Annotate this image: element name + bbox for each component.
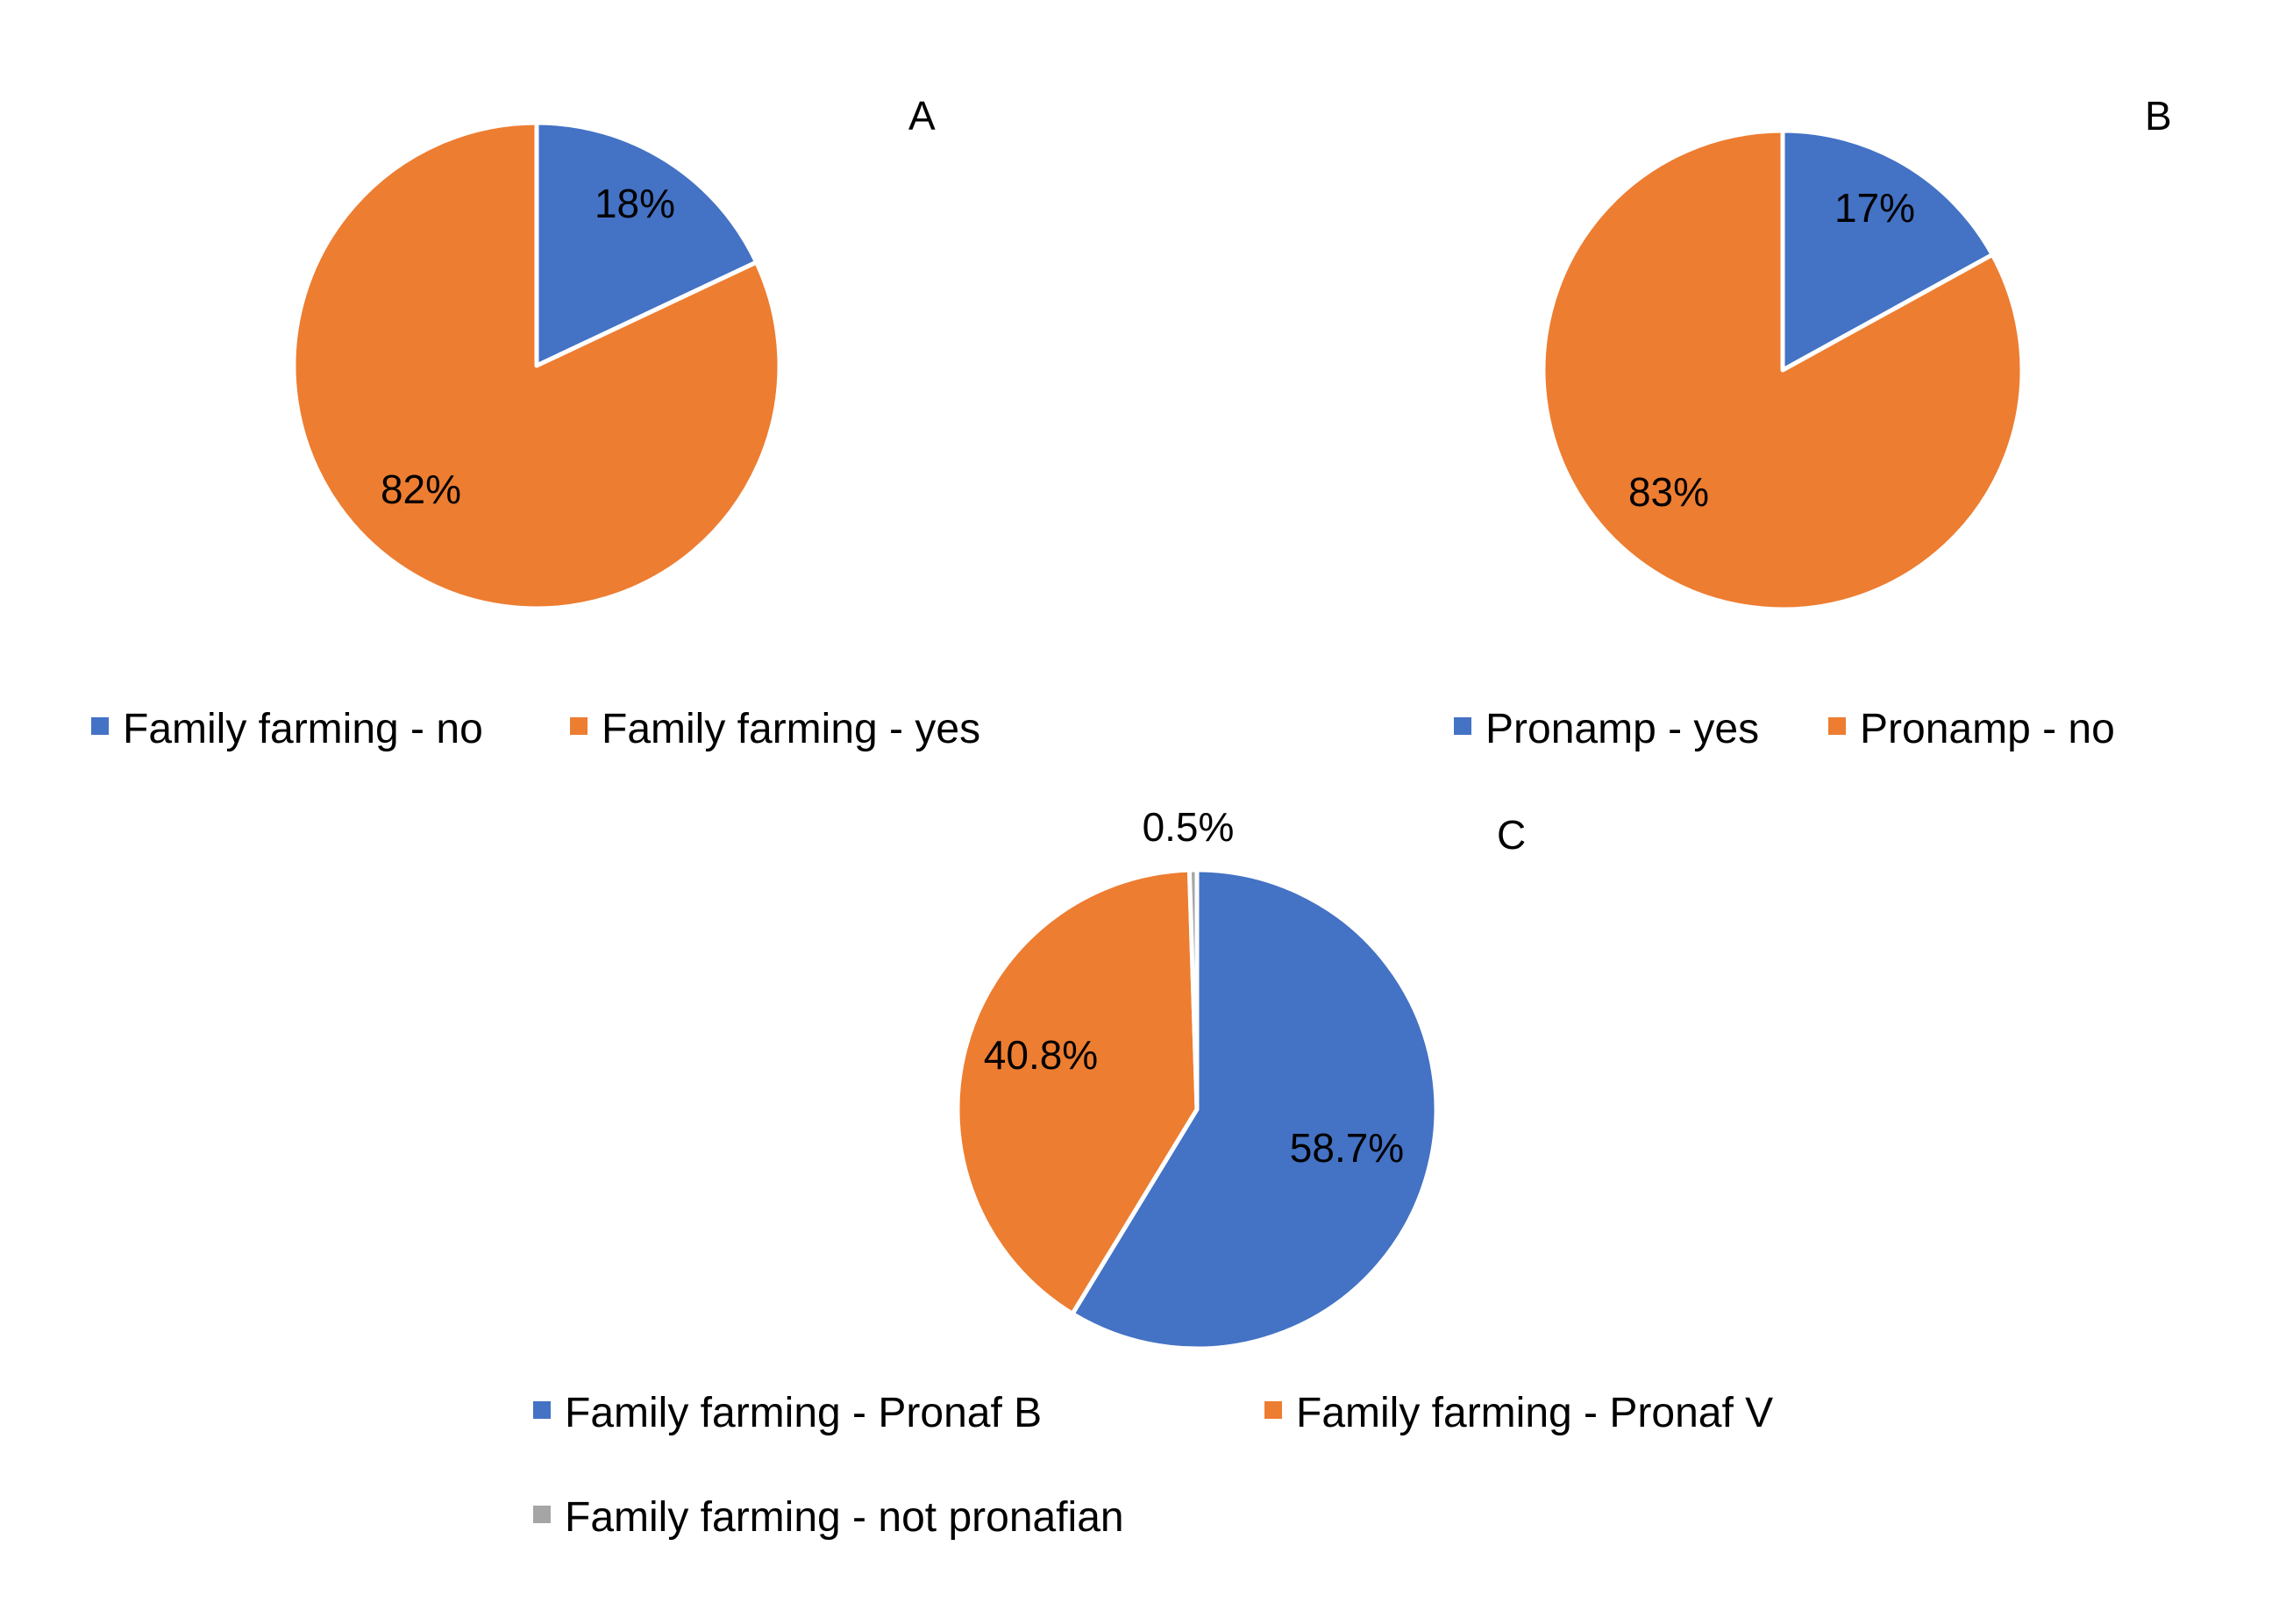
panel-letter: B <box>2145 93 2172 139</box>
legend-swatch <box>91 717 109 735</box>
legend-swatch <box>1454 717 1471 735</box>
pie-panel-c: C 58.7% Family farming - Pronaf B 40.8% Fami… <box>533 804 1773 1541</box>
pie-panel-a: A 18% Family farming - no 82% Family farming… <box>91 93 980 752</box>
legend-label: Family farming - yes <box>602 706 980 752</box>
pie-panel-b: B 17% Pronamp - yes 83% Pronamp - no <box>1454 93 2172 752</box>
legend-label: Family farming - Pronaf V <box>1296 1390 1773 1436</box>
legend-swatch <box>533 1401 551 1419</box>
data-label: 83% <box>1628 469 1709 515</box>
pie-slice <box>291 120 782 611</box>
pie-slice <box>1541 128 2025 612</box>
data-label: 58.7% <box>1290 1125 1404 1171</box>
pie-slice <box>1070 867 1439 1351</box>
data-label: 82% <box>381 467 461 512</box>
pie-slice <box>955 867 1200 1316</box>
legend-swatch <box>533 1506 551 1523</box>
data-label: 18% <box>595 181 675 226</box>
panel-letter: A <box>908 93 936 139</box>
legend-label: Family farming - not pronafian <box>565 1494 1124 1541</box>
legend-swatch <box>1828 717 1846 735</box>
panel-letter: C <box>1497 812 1526 858</box>
data-label: 0.5% <box>1143 804 1235 850</box>
pie-slice <box>1780 128 1995 373</box>
data-label: 40.8% <box>984 1032 1098 1078</box>
legend-swatch <box>1264 1401 1282 1419</box>
legend-label: Pronamp - no <box>1860 706 2115 752</box>
data-label: 17% <box>1834 185 1915 231</box>
pie-slice <box>534 120 759 368</box>
legend-label: Pronamp - yes <box>1485 706 1759 752</box>
legend-label: Family farming - Pronaf B <box>565 1390 1042 1436</box>
pie-slice <box>1186 867 1200 1112</box>
legend-swatch <box>570 717 588 735</box>
legend-label: Family farming - no <box>123 706 483 752</box>
